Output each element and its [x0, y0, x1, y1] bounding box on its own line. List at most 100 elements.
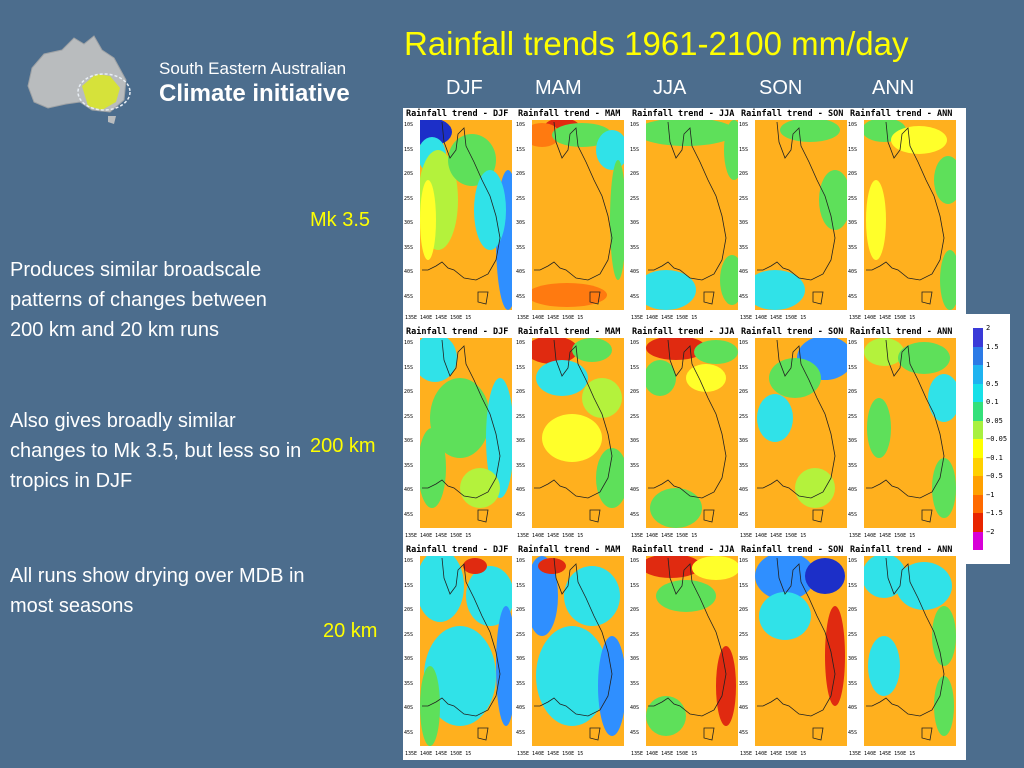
- latitude-tick-label: 40S: [848, 705, 858, 711]
- map-panel-200km-ann: Rainfall trend - ANN 196 10S 15S 20S 25S 30S 3…: [847, 326, 957, 540]
- latitude-tick-label: 40S: [516, 269, 526, 275]
- latitude-tick-label: 45S: [739, 511, 749, 518]
- map-panel-20km-djf: Rainfall trend - DJF 1 10S 15S 20S 25S 30S 35S…: [403, 544, 513, 758]
- tasmania-outline: [921, 291, 933, 305]
- rainfall-field: [819, 170, 847, 230]
- longitude-tick-labels: 135E 140E 145E 150E 15: [849, 315, 916, 321]
- colorbar-swatch: [973, 513, 983, 532]
- season-header-jja: JJA: [653, 77, 687, 99]
- coastline: [648, 339, 727, 499]
- season-header-ann: ANN: [872, 77, 915, 99]
- map-panel-mk35-djf: Rainfall trend - DJF 1 10S 15S 20S 25S 30S 35S…: [403, 108, 513, 322]
- rainfall-field: [564, 566, 620, 626]
- season-header-djf: DJF: [446, 77, 483, 99]
- latitude-tick-label: 35S: [848, 462, 858, 469]
- panel-title: Rainfall trend - SON 1: [741, 327, 848, 337]
- rainfall-field: [864, 556, 906, 598]
- colorbar-swatch: [973, 457, 983, 476]
- rainfall-field: [769, 358, 821, 398]
- latitude-tick-label: 30S: [516, 438, 526, 444]
- rainfall-field: [868, 636, 900, 696]
- coastline: [422, 121, 501, 281]
- coastline: [534, 339, 613, 499]
- rainfall-field: [420, 556, 464, 622]
- rainfall-field: [538, 558, 566, 574]
- panel-title: Rainfall trend - MAM 19: [518, 545, 625, 555]
- tasmania-outline: [703, 509, 715, 523]
- rainfall-field: [891, 126, 947, 154]
- panel-title: Rainfall trend - MAM 196: [518, 327, 625, 337]
- row-label-20km: 20 km: [323, 620, 378, 642]
- latitude-tick-label: 35S: [404, 244, 414, 251]
- latitude-tick-label: 40S: [404, 269, 414, 275]
- coastline: [757, 121, 836, 281]
- latitude-tick-label: 35S: [739, 680, 749, 687]
- rainfall-field: [780, 120, 840, 142]
- map-panel-20km-ann: Rainfall trend - ANN 19 10S 15S 20S 25S 30S 35…: [847, 544, 957, 758]
- latitude-tick-label: 25S: [404, 413, 414, 420]
- panel-title: Rainfall trend - DJF 19: [406, 327, 513, 337]
- latitude-tick-label: 35S: [848, 244, 858, 251]
- colorbar-label: −0.1: [986, 453, 1003, 462]
- rainfall-field: [532, 123, 560, 147]
- latitude-tick-label: 20S: [404, 171, 414, 177]
- rainfall-field: [420, 180, 436, 260]
- tasmania-outline: [589, 509, 601, 523]
- map-panel-200km-mam: Rainfall trend - MAM 196 10S 15S 20S 25S 30S 3…: [515, 326, 625, 540]
- latitude-tick-label: 40S: [630, 487, 640, 493]
- latitude-tick-label: 20S: [630, 171, 640, 177]
- latitude-tick-label: 10S: [630, 340, 640, 346]
- latitude-tick-label: 15S: [516, 364, 526, 371]
- latitude-tick-label: 15S: [404, 146, 414, 153]
- latitude-tick-label: 20S: [630, 389, 640, 395]
- rainfall-map: [755, 556, 847, 746]
- colorbar-label: −1: [986, 490, 995, 499]
- latitude-tick-label: 25S: [739, 413, 749, 420]
- seaci-logo: South Eastern Australian Climate initiat…: [22, 28, 367, 128]
- longitude-tick-labels: 135E 140E 145E 150E 15: [740, 751, 807, 757]
- latitude-tick-label: 10S: [516, 122, 526, 128]
- latitude-tick-label: 15S: [739, 146, 749, 153]
- latitude-tick-label: 10S: [404, 340, 414, 346]
- latitude-tick-label: 30S: [848, 656, 858, 662]
- rainfall-field: [536, 626, 608, 726]
- rainfall-field: [460, 468, 500, 508]
- rainfall-field: [532, 556, 558, 636]
- latitude-tick-label: 20S: [848, 607, 858, 613]
- latitude-tick-label: 45S: [404, 293, 414, 300]
- latitude-tick-label: 10S: [739, 558, 749, 564]
- latitude-tick-label: 45S: [404, 511, 414, 518]
- body-paragraph-3: All runs show drying over MDB in most se…: [10, 565, 305, 617]
- map-panel-20km-son: Rainfall trend - SON 10S 15S 20S 25S 30S 35S 40…: [738, 544, 848, 758]
- rainfall-map: [755, 338, 847, 528]
- latitude-tick-label: 15S: [404, 364, 414, 371]
- latitude-tick-label: 15S: [516, 582, 526, 589]
- latitude-tick-label: 40S: [404, 705, 414, 711]
- longitude-tick-labels: 135E 140E 145E 150E 15: [517, 315, 584, 321]
- map-panel-20km-mam: Rainfall trend - MAM 19 10S 15S 20S 25S 30S 35…: [515, 544, 625, 758]
- latitude-tick-label: 40S: [516, 705, 526, 711]
- latitude-tick-label: 35S: [739, 462, 749, 469]
- page-title: Rainfall trends 1961-2100 mm/day: [404, 25, 909, 62]
- rainfall-field: [463, 558, 487, 574]
- latitude-tick-label: 45S: [848, 293, 858, 300]
- rainfall-map: [420, 556, 512, 746]
- latitude-tick-label: 45S: [516, 729, 526, 736]
- colorbar-label: 0.5: [986, 379, 999, 388]
- rainfall-field: [542, 414, 602, 462]
- panel-title: Rainfall trend - JJA 1: [632, 109, 739, 119]
- coastline: [866, 121, 945, 281]
- latitude-tick-label: 45S: [630, 729, 640, 736]
- rainfall-field: [656, 580, 716, 612]
- latitude-tick-label: 45S: [739, 729, 749, 736]
- latitude-tick-label: 45S: [630, 511, 640, 518]
- latitude-tick-label: 15S: [848, 146, 858, 153]
- rainfall-field: [825, 606, 845, 706]
- rainfall-field: [934, 676, 954, 736]
- latitude-tick-label: 30S: [739, 438, 749, 444]
- logo-text-line1: South Eastern Australian: [159, 59, 347, 78]
- latitude-tick-label: 30S: [404, 438, 414, 444]
- colorbar-swatch: [973, 328, 983, 347]
- rainfall-field: [928, 374, 956, 422]
- latitude-tick-label: 30S: [848, 438, 858, 444]
